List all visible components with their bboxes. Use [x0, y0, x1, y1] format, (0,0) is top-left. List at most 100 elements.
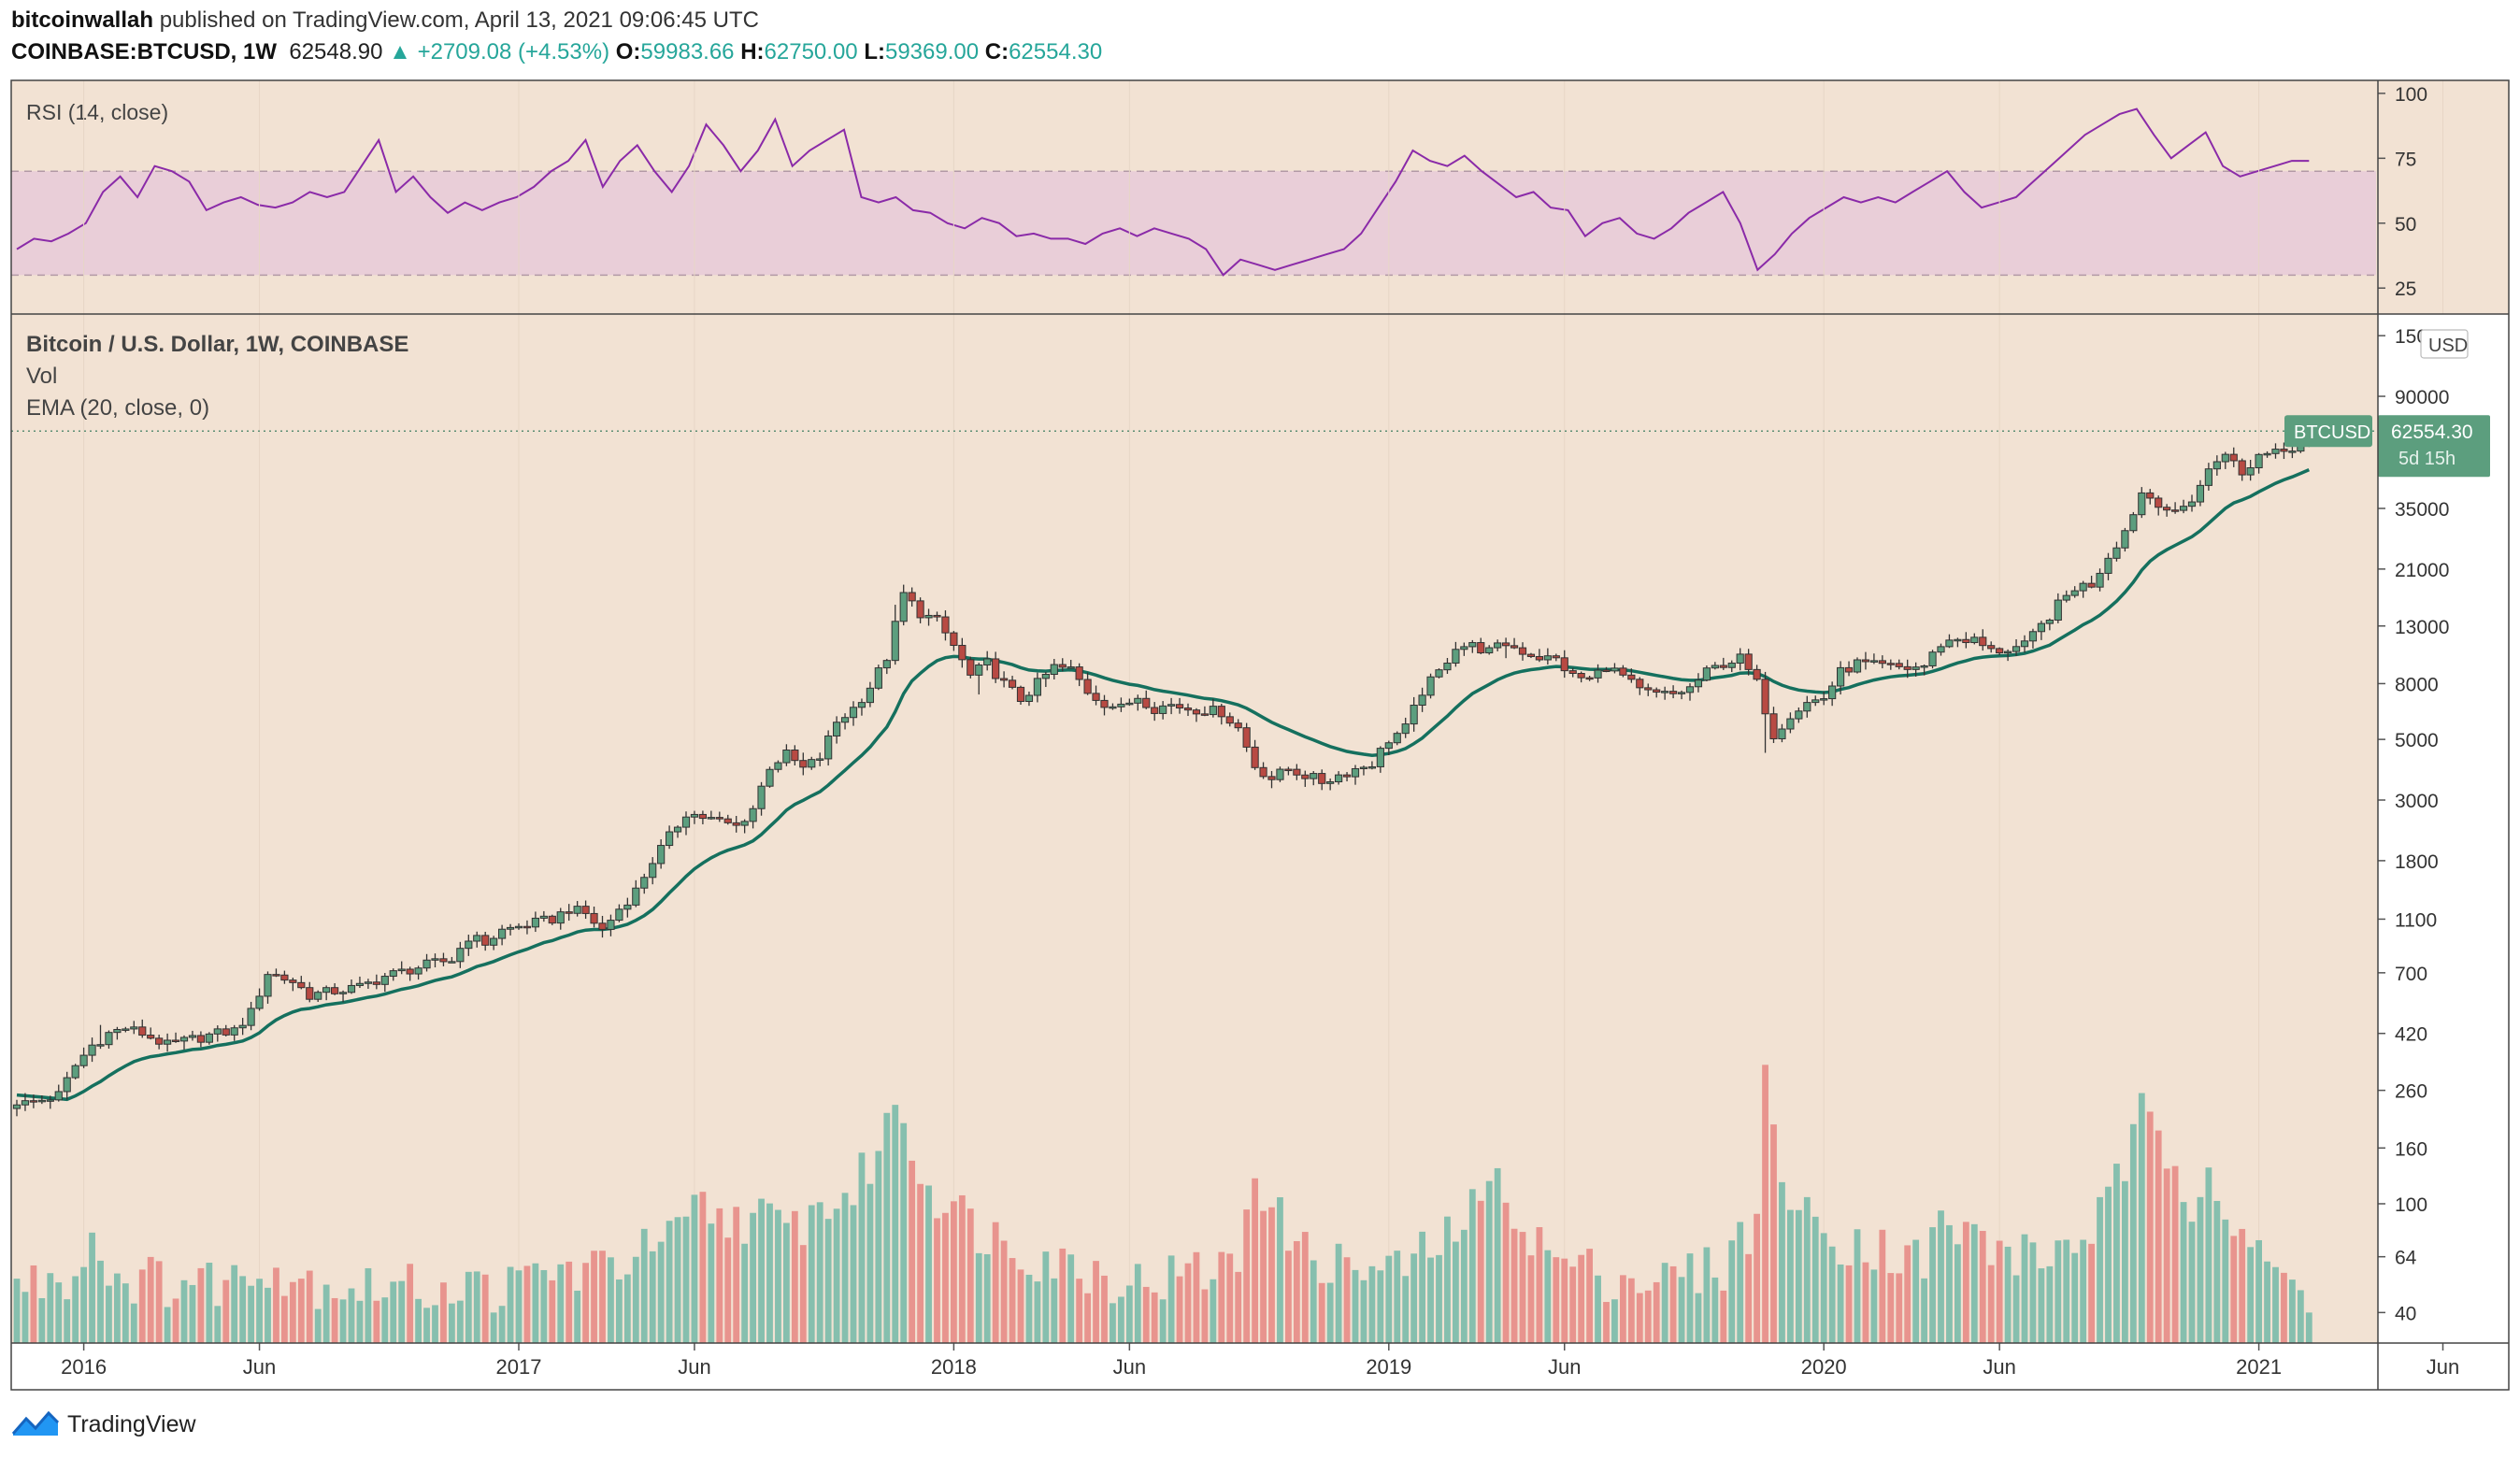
candle [833, 716, 841, 744]
volume-bar [1009, 1258, 1016, 1343]
candle [2171, 502, 2180, 514]
volume-bar [47, 1273, 54, 1343]
candle-body [1644, 687, 1653, 691]
candle-body [598, 922, 607, 930]
candle [1753, 665, 1761, 681]
candle-body [1820, 698, 1828, 701]
candle-body [1928, 651, 1937, 666]
volume-bar [1828, 1246, 1836, 1343]
candle-body [1016, 686, 1025, 703]
volume-bar [97, 1260, 104, 1343]
candle [916, 597, 924, 623]
volume-bar [1527, 1255, 1535, 1343]
volume-bar [1419, 1231, 1425, 1343]
volume-bar [1962, 1222, 1969, 1343]
candle [2087, 575, 2096, 589]
candle-body [1217, 706, 1225, 718]
candle-body [548, 915, 556, 924]
candle-body [816, 758, 824, 761]
candle-body [590, 912, 598, 924]
candle [1795, 707, 1803, 723]
candle [840, 713, 850, 730]
candle [380, 973, 389, 993]
candle [297, 976, 306, 990]
volume-bar [38, 1297, 46, 1343]
candle [105, 1030, 113, 1049]
candle-body [1719, 665, 1727, 668]
candle-body [147, 1035, 155, 1039]
volume-bar [850, 1205, 857, 1343]
candle [2229, 447, 2238, 467]
candle [1376, 746, 1384, 773]
volume-bar [1887, 1273, 1895, 1343]
volume-bar [89, 1232, 95, 1343]
candle-body [1753, 668, 1761, 680]
candle [96, 1024, 105, 1050]
volume-bar [214, 1306, 222, 1343]
volume-bar [2272, 1266, 2279, 1343]
volume-bar [1979, 1231, 1986, 1343]
candle [1452, 641, 1460, 667]
candle-body [2280, 449, 2288, 452]
candle [1117, 697, 1125, 712]
volume-bar [130, 1303, 137, 1343]
author-name[interactable]: bitcoinwallah [11, 7, 154, 33]
candle [2238, 458, 2246, 481]
volume-bar [733, 1207, 740, 1343]
candle-body [2155, 497, 2163, 508]
candle [1844, 661, 1854, 677]
volume-bar [1067, 1254, 1075, 1343]
candle [456, 941, 465, 968]
volume-bar [231, 1265, 238, 1343]
candle-body [908, 592, 916, 602]
candle [958, 637, 966, 668]
candle-body [2204, 468, 2213, 486]
candle [749, 805, 757, 829]
volume-bar [892, 1105, 899, 1343]
volume-bar [1862, 1262, 1869, 1343]
candle [2221, 451, 2229, 469]
volume-bar [423, 1308, 430, 1343]
candle [1351, 765, 1360, 785]
candle-body [2288, 450, 2297, 453]
candle-body [1284, 768, 1293, 772]
volume-bar [1695, 1293, 1702, 1343]
volume-bar [2063, 1239, 2070, 1343]
volume-bar [1193, 1251, 1200, 1343]
volume-bar [1468, 1189, 1476, 1343]
candle [2062, 590, 2070, 603]
candle [808, 756, 816, 770]
candle [681, 811, 691, 836]
candle [1092, 685, 1100, 706]
candle [205, 1032, 213, 1045]
candle-body [740, 821, 749, 826]
candle-body [1033, 678, 1042, 696]
candle-body [523, 925, 532, 929]
candle-body [1970, 636, 1979, 644]
candle [1518, 642, 1527, 661]
volume-bar [2113, 1164, 2120, 1343]
rsi-tick-label: 100 [2395, 84, 2427, 106]
candle-body [289, 979, 297, 983]
candle [2037, 621, 2046, 640]
candle-body [924, 614, 933, 619]
candle [1134, 694, 1142, 711]
candle [690, 810, 699, 824]
candle-body [314, 992, 322, 1000]
volume-bar [114, 1273, 121, 1343]
candle [1310, 771, 1318, 786]
volume-bar [456, 1300, 464, 1343]
candle-body [1125, 702, 1134, 706]
candle [439, 952, 448, 966]
candle [1937, 643, 1945, 656]
candle-body [933, 614, 941, 618]
volume-bar [1034, 1281, 1041, 1343]
candle-body [2028, 631, 2038, 642]
candle [757, 781, 766, 816]
candle-body [422, 959, 431, 969]
volume-bar [273, 1267, 279, 1343]
candle [490, 936, 498, 951]
candle [2079, 580, 2087, 598]
tradingview-logo[interactable]: TradingView [11, 1409, 196, 1439]
